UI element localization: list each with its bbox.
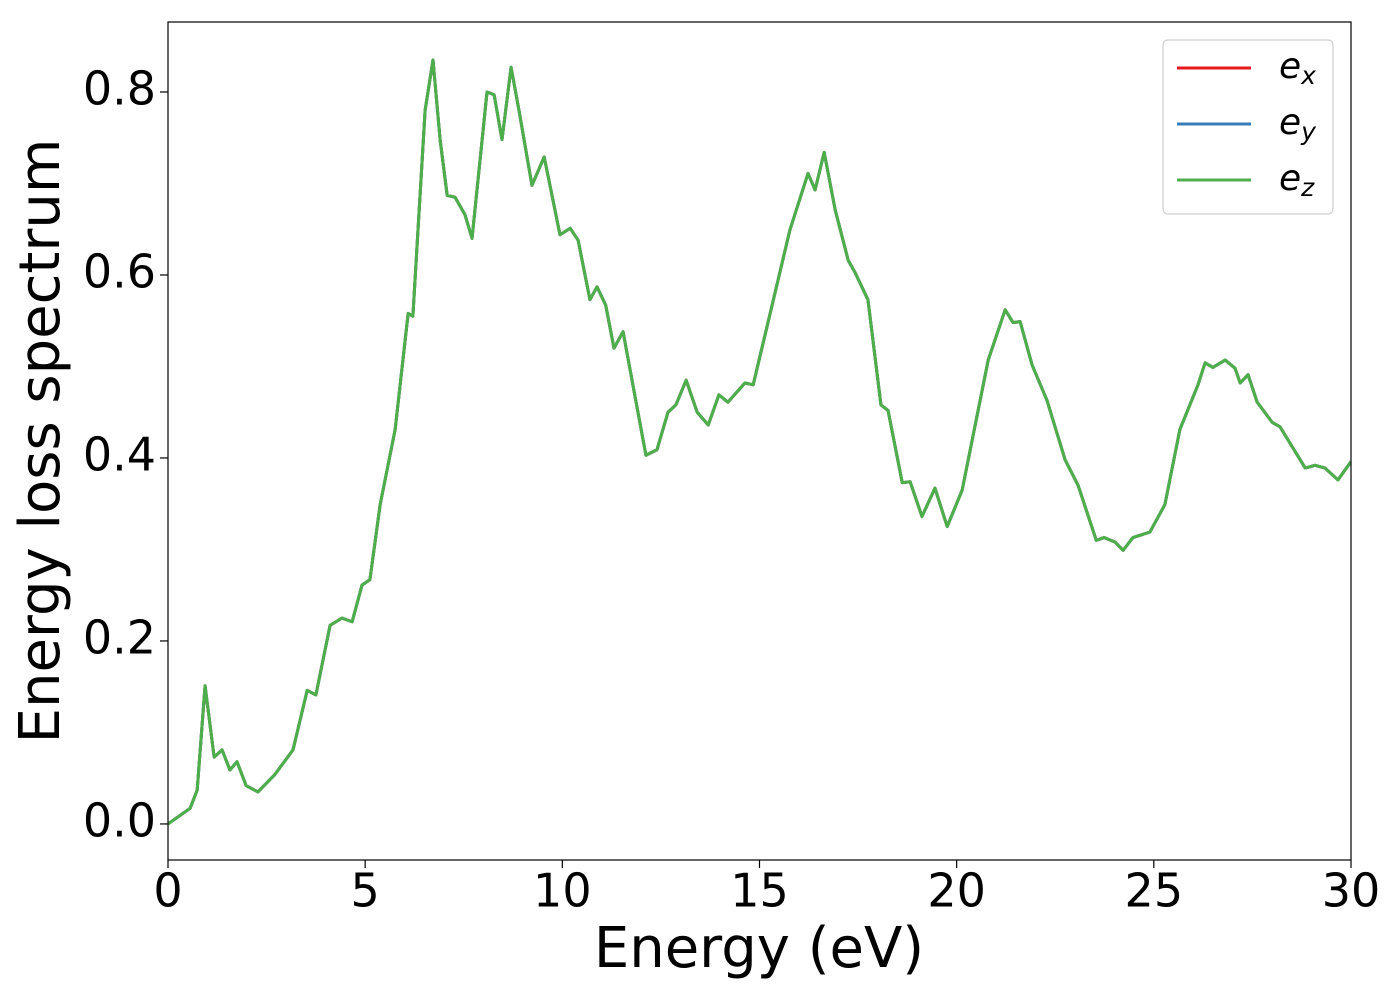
x-axis-label: Energy (eV) xyxy=(594,916,924,981)
legend: ex ey ez xyxy=(1162,39,1334,215)
legend-label: ez xyxy=(1279,158,1315,202)
y-tick-label: 0.8 xyxy=(83,61,156,115)
y-tick-label: 0.6 xyxy=(83,244,156,298)
y-tick-label: 0.4 xyxy=(83,427,156,481)
legend-box xyxy=(1162,39,1334,215)
x-tick-label: 5 xyxy=(351,864,380,918)
y-axis-label: Energy loss spectrum xyxy=(8,139,73,744)
legend-label: ey xyxy=(1279,102,1317,146)
x-tick-label: 10 xyxy=(533,864,592,918)
x-tick-label: 20 xyxy=(927,864,986,918)
legend-label: ex xyxy=(1279,46,1316,90)
x-tick-label: 15 xyxy=(730,864,789,918)
line-series xyxy=(168,58,1351,826)
x-tick-label: 0 xyxy=(153,864,182,918)
x-tick-label: 30 xyxy=(1322,864,1381,918)
y-tick-label: 0.0 xyxy=(83,793,156,847)
y-tick-label: 0.2 xyxy=(83,610,156,664)
x-tick-label: 25 xyxy=(1125,864,1184,918)
plot-area xyxy=(168,58,1351,826)
